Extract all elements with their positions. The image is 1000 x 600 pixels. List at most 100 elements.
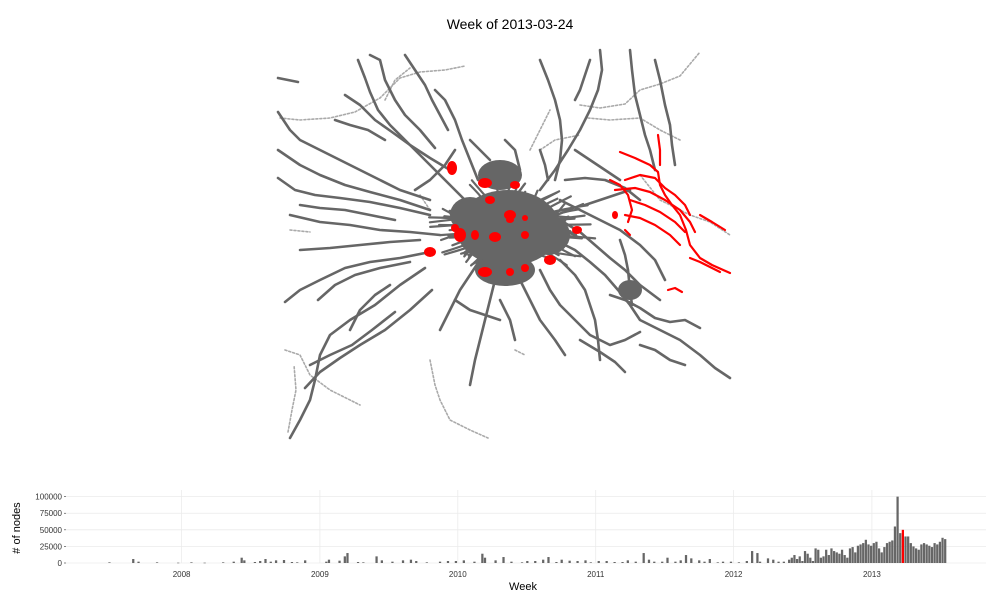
bar [925, 544, 928, 563]
bar [190, 562, 193, 563]
bar [269, 561, 272, 563]
bar [296, 562, 299, 563]
bar [907, 536, 910, 563]
new-road-cluster [478, 178, 492, 188]
urban-core [526, 215, 570, 255]
y-axis-ticks: 0 25000 50000 75000 100000 [35, 493, 66, 568]
existing-road [298, 203, 397, 222]
existing-road [638, 343, 687, 367]
x-tick-label: 2009 [311, 570, 329, 579]
new-road [698, 213, 727, 232]
bar [446, 561, 450, 563]
new-road-cluster [489, 232, 501, 242]
bar [304, 560, 307, 563]
new-road [623, 213, 682, 247]
faint-road [587, 117, 681, 141]
bar [835, 552, 838, 563]
bar [502, 557, 505, 563]
bar [290, 562, 294, 563]
faint-road [289, 229, 311, 233]
new-road-cluster [521, 264, 529, 272]
existing-road [573, 148, 622, 182]
bar [232, 561, 235, 563]
x-tick-label: 2008 [173, 570, 191, 579]
existing-road [333, 118, 387, 142]
existing-road [276, 76, 300, 84]
histogram-gridlines [66, 490, 986, 564]
urban-core [475, 254, 535, 286]
bar [899, 533, 902, 563]
existing-road [413, 148, 457, 192]
bar [338, 560, 341, 563]
bar [933, 543, 936, 563]
new-road-cluster [451, 224, 459, 232]
new-road-cluster [506, 217, 514, 223]
faint-road [384, 67, 411, 101]
y-axis-label: # of nodes [11, 502, 23, 554]
bar [729, 561, 733, 563]
bar [793, 555, 796, 563]
bar [859, 544, 862, 563]
existing-road [578, 338, 627, 374]
new-road-cluster [612, 211, 618, 219]
new-road [666, 286, 684, 294]
bar [751, 551, 754, 563]
new-road-cluster [510, 181, 520, 189]
bar [867, 544, 870, 563]
bar [679, 560, 682, 563]
faint-road [419, 194, 431, 211]
faint-road [529, 109, 551, 151]
bar [801, 561, 804, 563]
existing-road [276, 110, 432, 202]
bar [132, 559, 135, 563]
faint-road [539, 134, 581, 151]
bar [777, 561, 780, 563]
new-road-cluster [424, 247, 436, 257]
bar [870, 545, 873, 563]
bar [362, 562, 365, 563]
bar [259, 561, 262, 563]
new-road [618, 150, 732, 275]
existing-road [368, 53, 437, 150]
new-road-cluster [478, 267, 492, 277]
bar [872, 543, 875, 563]
bar [438, 561, 442, 563]
new-road-cluster [544, 255, 556, 265]
bar [613, 562, 616, 563]
bar [782, 561, 785, 563]
bar [274, 560, 278, 563]
bar [222, 562, 225, 563]
existing-road [276, 148, 432, 212]
bar [282, 560, 286, 563]
bar [661, 561, 664, 563]
bar [597, 561, 600, 563]
bar [840, 549, 844, 563]
bar [560, 559, 563, 563]
existing-road [608, 293, 702, 330]
bar [830, 548, 833, 563]
bar [708, 559, 711, 563]
x-tick-label: 2011 [587, 570, 605, 579]
bar [854, 552, 857, 563]
bar [885, 543, 889, 563]
y-tick-label: 0 [58, 559, 63, 568]
existing-road [276, 176, 432, 217]
bar [758, 561, 762, 563]
bar [589, 562, 592, 563]
bar [155, 562, 159, 563]
faint-road [579, 51, 701, 109]
bar [380, 560, 383, 563]
existing-road [653, 58, 677, 167]
bar [795, 559, 799, 563]
faint-road [514, 349, 526, 356]
bar [203, 562, 206, 564]
y-tick-label: 100000 [35, 493, 62, 502]
new-road [623, 173, 692, 217]
bar [137, 561, 140, 563]
x-tick-label: 2010 [449, 570, 467, 579]
bar [264, 559, 267, 563]
bar [346, 553, 349, 563]
existing-road [563, 176, 642, 202]
existing-road [538, 48, 604, 192]
bar [343, 556, 346, 563]
